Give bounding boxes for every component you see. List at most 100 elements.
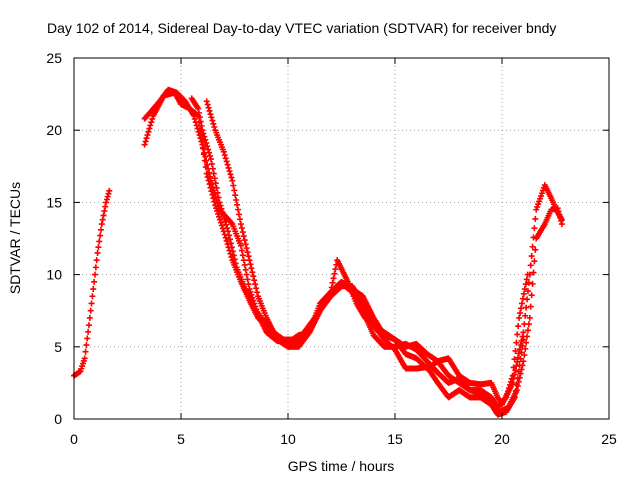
- data-point: [224, 225, 231, 232]
- data-point: [202, 136, 209, 143]
- x-tick-label: 5: [177, 431, 185, 447]
- data-point: [214, 189, 221, 196]
- data-point: [513, 339, 520, 346]
- x-tick-label: 25: [601, 431, 617, 447]
- data-point: [242, 266, 249, 273]
- y-tick-label: 0: [54, 411, 62, 427]
- y-tick-label: 25: [46, 50, 62, 66]
- data-point: [524, 288, 531, 295]
- data-point: [85, 328, 92, 335]
- data-point: [221, 215, 228, 222]
- data-point: [86, 314, 93, 321]
- data-point: [206, 149, 213, 156]
- data-point: [558, 221, 565, 228]
- data-point: [522, 281, 529, 288]
- data-point: [91, 271, 98, 278]
- data-point: [223, 237, 230, 244]
- data-point: [195, 105, 202, 112]
- data-point: [200, 130, 207, 137]
- data-point: [210, 120, 217, 127]
- data-point: [90, 286, 97, 293]
- x-axis-title: GPS time / hours: [288, 458, 395, 474]
- data-point: [204, 143, 211, 150]
- data-point: [209, 191, 216, 198]
- data-point: [89, 293, 96, 300]
- data-point: [518, 366, 525, 373]
- data-point: [512, 347, 519, 354]
- data-points: [71, 86, 565, 418]
- data-point: [149, 115, 156, 122]
- data-point: [98, 221, 105, 228]
- data-point: [208, 114, 215, 121]
- data-point: [226, 232, 233, 239]
- data-point: [213, 205, 220, 212]
- data-point: [205, 146, 212, 153]
- data-point: [209, 165, 216, 172]
- data-point: [558, 217, 565, 224]
- data-point: [144, 132, 151, 139]
- y-tick-label: 15: [46, 194, 62, 210]
- data-point: [91, 278, 98, 285]
- data-point: [238, 247, 245, 254]
- data-point: [528, 253, 535, 260]
- data-point: [527, 303, 534, 310]
- data-point: [518, 300, 525, 307]
- data-point: [522, 345, 529, 352]
- data-point: [207, 156, 214, 163]
- data-point: [234, 201, 241, 208]
- data-point: [532, 246, 539, 253]
- data-point: [556, 211, 563, 218]
- data-point: [248, 265, 255, 272]
- data-point: [250, 273, 257, 280]
- data-point: [97, 232, 104, 239]
- data-point: [211, 198, 218, 205]
- data-point: [508, 375, 515, 382]
- data-point: [527, 262, 534, 269]
- data-point: [226, 247, 233, 254]
- data-point: [191, 115, 198, 122]
- data-point: [523, 276, 530, 283]
- data-point: [520, 336, 527, 343]
- data-point: [524, 271, 531, 278]
- data-point: [84, 335, 91, 342]
- data-point: [245, 281, 252, 288]
- data-point: [199, 144, 206, 151]
- data-point: [198, 122, 205, 129]
- data-point: [242, 241, 249, 248]
- data-point: [243, 271, 250, 278]
- data-point: [252, 281, 259, 288]
- data-point: [221, 152, 228, 159]
- axis-ticks: [73, 57, 610, 420]
- grid-lines: [74, 58, 609, 419]
- data-point: [207, 184, 214, 191]
- data-point: [95, 244, 102, 251]
- data-point: [207, 111, 214, 118]
- data-point: [142, 138, 149, 145]
- data-point: [517, 370, 524, 377]
- data-point: [243, 245, 250, 252]
- data-point: [328, 284, 335, 291]
- data-point: [222, 155, 229, 162]
- data-point: [232, 192, 239, 199]
- data-point: [203, 98, 210, 105]
- data-point: [254, 289, 261, 296]
- data-point: [532, 215, 539, 222]
- data-point: [205, 104, 212, 111]
- data-point: [93, 257, 100, 264]
- data-point: [206, 107, 213, 114]
- data-point: [102, 203, 109, 210]
- data-point: [247, 261, 254, 268]
- data-point: [219, 209, 226, 216]
- data-point: [516, 346, 523, 353]
- data-point: [85, 322, 92, 329]
- data-point: [330, 275, 337, 282]
- data-point: [228, 220, 235, 227]
- data-point: [104, 193, 111, 200]
- series-trace-4: [188, 95, 531, 411]
- data-point: [231, 187, 238, 194]
- data-point: [221, 231, 228, 238]
- data-point: [503, 394, 510, 401]
- data-point: [237, 221, 244, 228]
- data-point: [201, 133, 208, 140]
- y-tick-label: 10: [46, 267, 62, 283]
